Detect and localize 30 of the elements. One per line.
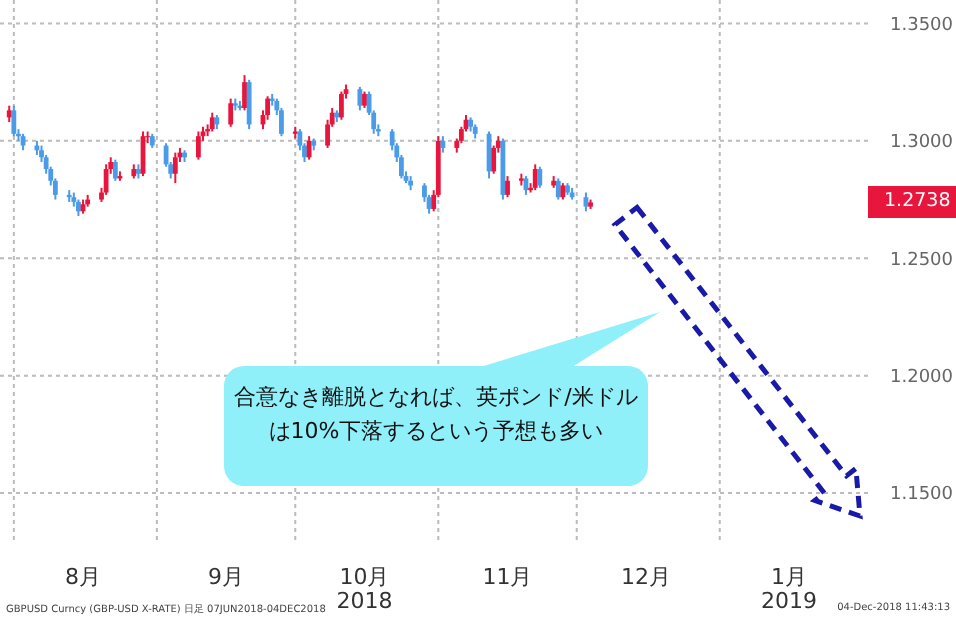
- candlestick: [11, 104, 17, 138]
- x-tick-label: 11月: [482, 564, 533, 590]
- annotation: 合意なき離脱となれば、英ポンド/米ドルは10%下落するという予想も多い: [232, 382, 640, 448]
- candlestick: [112, 158, 118, 182]
- x-tick-label: 12月: [620, 564, 671, 590]
- x-tick-label: 1月 2019: [760, 564, 817, 614]
- candlestick: [265, 95, 270, 121]
- candlestick: [228, 97, 234, 128]
- y-tick-label: 1.3000: [890, 133, 954, 154]
- y-tick-label: 1.2000: [890, 368, 954, 389]
- y-tick-label: 1.3500: [890, 15, 954, 36]
- candlestick: [491, 144, 497, 175]
- candlestick: [505, 175, 510, 199]
- y-tick-label: 1.2500: [890, 250, 954, 271]
- x-tick-label: 10月 2018: [336, 564, 393, 614]
- candlestick: [103, 163, 109, 196]
- x-tick-label: 8月: [65, 564, 102, 590]
- candlestick: [357, 85, 363, 112]
- candlestick: [195, 130, 201, 161]
- candlestick: [306, 135, 312, 161]
- candlestick: [242, 74, 247, 112]
- candlestick: [279, 107, 284, 138]
- text: 1.2738: [868, 186, 956, 219]
- candlestick: [537, 165, 543, 189]
- y-tick-label: 1.1500: [890, 485, 954, 506]
- candlestick: [209, 111, 215, 133]
- candlestick: [339, 90, 344, 121]
- candlestick: [172, 151, 178, 185]
- candlestick: [246, 78, 252, 131]
- x-tick-label: 9月: [208, 564, 245, 590]
